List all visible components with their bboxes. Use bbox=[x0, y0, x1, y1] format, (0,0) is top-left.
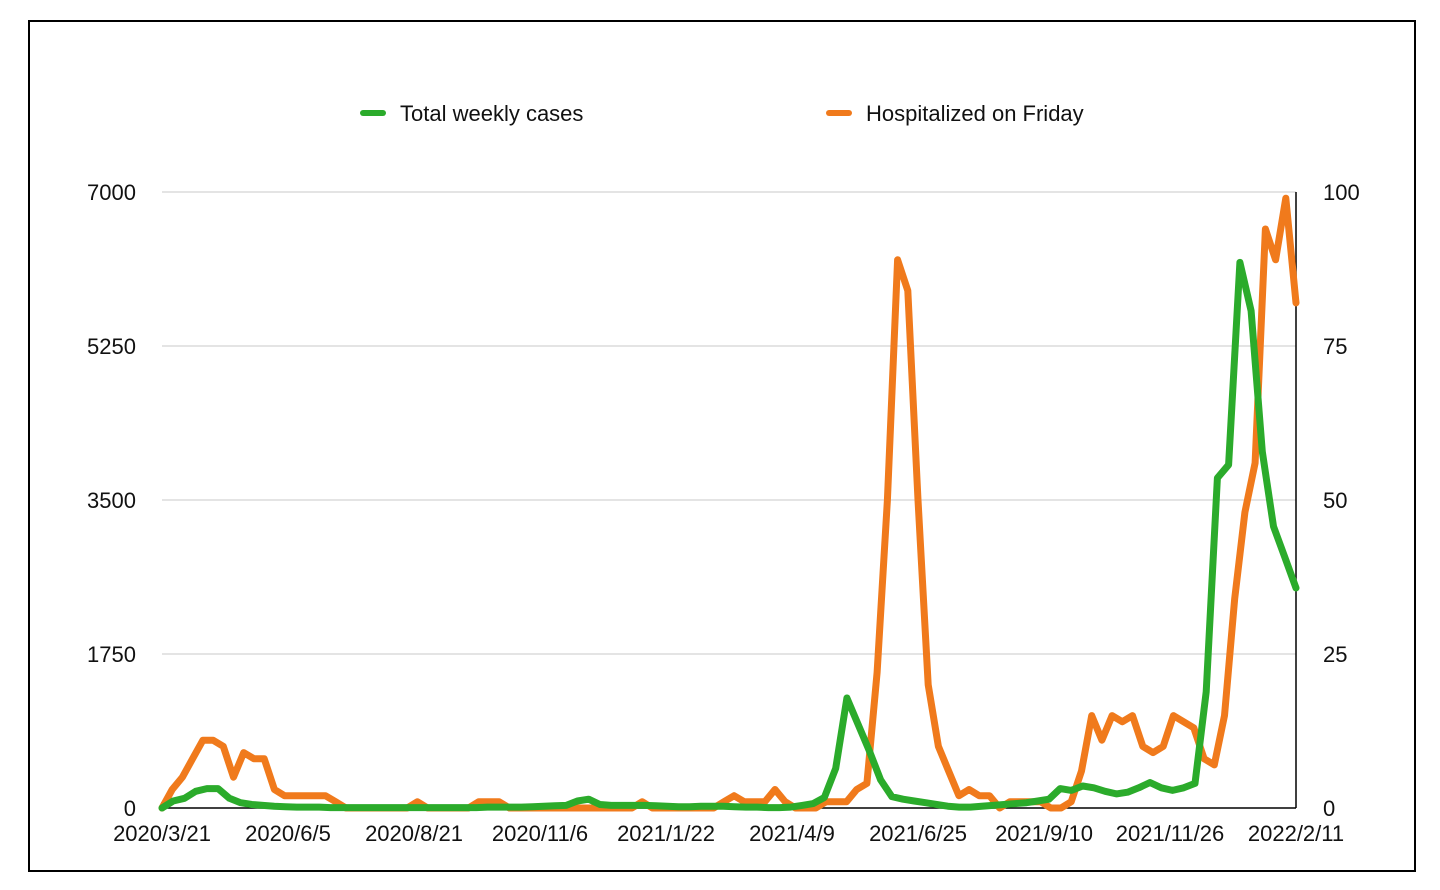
x-tick-label: 2021/4/9 bbox=[749, 821, 835, 846]
x-tick-label: 2021/9/10 bbox=[995, 821, 1093, 846]
y-right-tick-label: 0 bbox=[1323, 796, 1335, 821]
y-right-tick-label: 75 bbox=[1323, 334, 1347, 359]
y-left-tick-label: 5250 bbox=[87, 334, 136, 359]
series-line-total-weekly-cases bbox=[158, 258, 1300, 812]
x-tick-label: 2020/8/21 bbox=[365, 821, 463, 846]
x-tick-label: 2021/1/22 bbox=[617, 821, 715, 846]
legend-item-hospitalized: Hospitalized on Friday bbox=[826, 101, 1084, 127]
x-tick-label: 2020/11/6 bbox=[492, 821, 588, 846]
legend-swatch-hospitalized bbox=[826, 110, 852, 117]
legend-item-cases: Total weekly cases bbox=[360, 101, 583, 127]
y-left-tick-label: 3500 bbox=[87, 488, 136, 513]
y-left-tick-label: 0 bbox=[124, 796, 136, 821]
legend-swatch-cases bbox=[360, 110, 386, 117]
y-left-tick-label: 7000 bbox=[87, 180, 136, 205]
chart-frame bbox=[28, 20, 1416, 872]
y-right-tick-label: 100 bbox=[1323, 180, 1360, 205]
series-line-hospitalized-on-friday bbox=[158, 194, 1300, 812]
legend-label-hospitalized: Hospitalized on Friday bbox=[866, 101, 1084, 126]
y-right-tick-label: 50 bbox=[1323, 488, 1347, 513]
y-right-tick-label: 25 bbox=[1323, 642, 1347, 667]
y-left-tick-label: 1750 bbox=[87, 642, 136, 667]
legend-label-cases: Total weekly cases bbox=[400, 101, 584, 126]
x-tick-label: 2020/3/21 bbox=[113, 821, 211, 846]
x-tick-label: 2022/2/11 bbox=[1248, 821, 1344, 846]
x-tick-label: 2020/6/5 bbox=[245, 821, 331, 846]
x-tick-label: 2021/6/25 bbox=[869, 821, 967, 846]
x-tick-label: 2021/11/26 bbox=[1116, 821, 1224, 846]
